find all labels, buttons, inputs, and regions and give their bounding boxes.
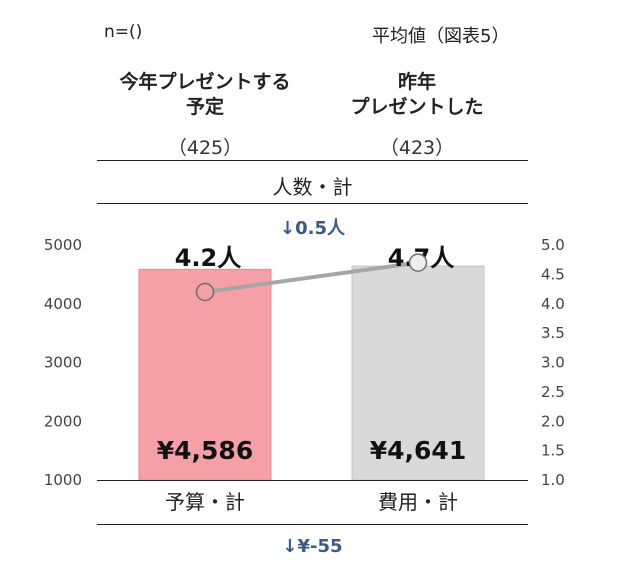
count-point	[408, 253, 428, 272]
category-labels: 予算・計 費用・計	[165, 490, 458, 514]
bars: ¥4,586 ¥4,641	[138, 265, 485, 481]
left-tick-label: 2000	[44, 412, 82, 430]
count-difference: ↓0.5人	[280, 218, 345, 239]
left-axis: 1000 2000 3000 4000 5000	[44, 236, 82, 489]
count-section-label: 人数・計	[272, 175, 353, 199]
group-header-this-year-line1: 今年プレゼントする	[119, 71, 291, 93]
right-tick-label: 3.0	[541, 354, 565, 372]
group-header-last-year-line2: プレゼントした	[350, 96, 484, 118]
budget-difference: ↓¥-55	[282, 536, 343, 557]
right-tick-label: 4.0	[541, 295, 565, 313]
left-tick-label: 1000	[44, 471, 82, 489]
divider-top	[97, 160, 528, 161]
bar-last-year	[351, 265, 485, 481]
group-header-this-year: 今年プレゼントする 予定	[90, 70, 320, 120]
count-line-segment	[204, 260, 419, 294]
right-tick-label: 3.5	[541, 324, 565, 342]
left-tick-label: 5000	[44, 236, 82, 254]
chart-title: 平均値（図表5）	[372, 26, 510, 47]
count-point	[195, 282, 215, 302]
right-axis: 1.0 1.5 2.0 2.5 3.0 3.5 4.0 4.5 5.0	[541, 236, 565, 489]
group-header-this-year-line2: 予定	[185, 96, 224, 118]
group-n-last-year: （423）	[379, 137, 455, 159]
right-tick-label: 1.5	[541, 442, 565, 460]
bar-value-label: ¥4,641	[370, 436, 466, 465]
count-value-label: 4.2人	[175, 244, 242, 272]
right-tick-label: 2.5	[541, 383, 565, 401]
left-tick-label: 4000	[44, 295, 82, 313]
category-label: 費用・計	[378, 490, 458, 514]
right-tick-label: 2.0	[541, 412, 565, 430]
divider-count	[97, 203, 528, 204]
group-header-last-year-line1: 昨年	[397, 71, 436, 93]
category-label: 予算・計	[165, 490, 245, 514]
bar-value-label: ¥4,586	[157, 436, 253, 465]
right-tick-label: 5.0	[541, 236, 565, 254]
left-tick-label: 3000	[44, 354, 82, 372]
right-tick-label: 1.0	[541, 471, 565, 489]
group-n-this-year: （425）	[167, 137, 243, 159]
count-line: 4.2人4.7人	[175, 244, 454, 302]
group-header-last-year: 昨年 プレゼントした	[302, 70, 532, 120]
sample-size-label: n=()	[104, 22, 143, 42]
right-tick-label: 4.5	[541, 265, 565, 283]
divider-bottom	[97, 524, 528, 525]
divider-axis	[97, 480, 528, 481]
